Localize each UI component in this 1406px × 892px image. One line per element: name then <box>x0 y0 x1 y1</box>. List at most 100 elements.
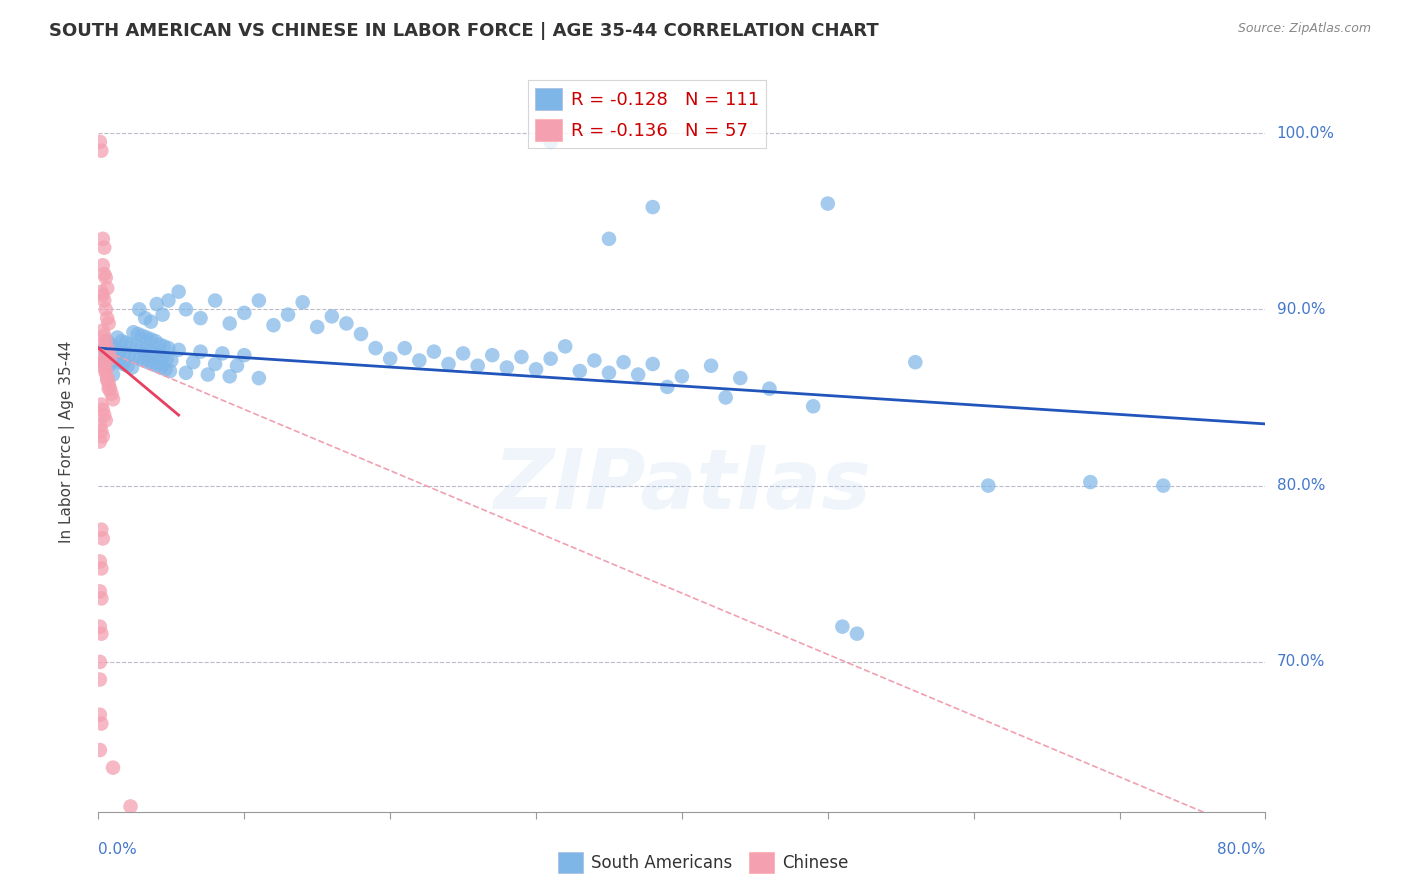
Point <box>100 387 122 401</box>
Point <box>127 326 149 341</box>
Point <box>142 346 165 360</box>
Point <box>218 317 240 331</box>
Point <box>98 382 121 396</box>
Point <box>149 337 172 351</box>
Point <box>156 351 179 366</box>
Point <box>93 408 115 422</box>
Point <box>226 359 249 373</box>
Point <box>90 144 112 158</box>
Point <box>90 337 112 351</box>
Point <box>211 346 233 360</box>
Point <box>496 360 519 375</box>
Point <box>408 353 430 368</box>
Point <box>89 584 111 599</box>
Point <box>141 357 163 371</box>
Point <box>93 241 115 255</box>
Point <box>96 371 118 385</box>
Text: 0.0%: 0.0% <box>98 842 138 857</box>
Point <box>152 350 174 364</box>
Point <box>98 351 121 366</box>
Point <box>114 346 136 360</box>
Text: 100.0%: 100.0% <box>1277 126 1334 141</box>
Point <box>977 478 1000 492</box>
Point <box>423 344 446 359</box>
Y-axis label: In Labor Force | Age 35-44: In Labor Force | Age 35-44 <box>59 341 75 542</box>
Point <box>233 348 256 362</box>
Text: 80.0%: 80.0% <box>1277 478 1324 493</box>
Point <box>90 561 112 575</box>
Point <box>121 360 143 375</box>
Point <box>91 402 114 417</box>
Point <box>117 359 139 373</box>
Point <box>96 334 118 348</box>
Text: Source: ZipAtlas.com: Source: ZipAtlas.com <box>1237 22 1371 36</box>
Point <box>124 350 146 364</box>
Point <box>291 295 314 310</box>
Point <box>89 434 111 449</box>
Text: 90.0%: 90.0% <box>1277 301 1324 317</box>
Point <box>91 232 114 246</box>
Point <box>96 341 118 355</box>
Point <box>93 267 115 281</box>
Point <box>335 317 357 331</box>
Point <box>89 554 111 568</box>
Point <box>91 258 114 272</box>
Point <box>817 196 839 211</box>
Point <box>181 355 204 369</box>
Point <box>598 232 620 246</box>
Point <box>380 351 402 366</box>
Point <box>190 344 212 359</box>
Point <box>96 311 118 326</box>
Point <box>97 346 120 360</box>
Point <box>904 355 927 369</box>
Point <box>96 373 118 387</box>
Point <box>451 346 474 360</box>
Point <box>112 357 135 371</box>
Point <box>93 341 115 355</box>
Point <box>262 318 284 333</box>
Point <box>143 334 166 348</box>
Point <box>90 285 112 299</box>
Point <box>94 270 117 285</box>
Point <box>350 326 373 341</box>
Point <box>394 341 416 355</box>
Point <box>1080 475 1102 489</box>
Point <box>321 310 343 324</box>
Point <box>554 339 576 353</box>
Point <box>612 355 634 369</box>
Point <box>90 523 112 537</box>
Point <box>641 200 664 214</box>
Legend: R = -0.128   N = 111, R = -0.136   N = 57: R = -0.128 N = 111, R = -0.136 N = 57 <box>527 80 766 148</box>
Point <box>233 306 256 320</box>
Point <box>150 360 173 375</box>
Point <box>218 369 240 384</box>
Point <box>277 308 299 322</box>
Point <box>91 532 114 546</box>
Point <box>627 368 650 382</box>
Point <box>167 343 190 357</box>
Point <box>641 357 664 371</box>
Point <box>128 302 150 317</box>
Point <box>128 351 150 366</box>
Point <box>136 355 159 369</box>
Point <box>91 346 114 360</box>
Point <box>190 311 212 326</box>
Point <box>89 743 111 757</box>
Point <box>103 353 125 368</box>
Point <box>247 293 270 308</box>
Point <box>91 429 114 443</box>
Point <box>139 332 162 346</box>
Point <box>101 392 124 407</box>
Point <box>90 626 112 640</box>
Point <box>730 371 752 385</box>
Point <box>89 673 111 687</box>
Point <box>152 308 174 322</box>
Point <box>153 339 176 353</box>
Point <box>139 315 162 329</box>
Point <box>110 344 132 359</box>
Point <box>758 382 780 396</box>
Point <box>146 359 169 373</box>
Point <box>115 335 138 350</box>
Point <box>138 344 160 359</box>
Point <box>93 360 115 375</box>
